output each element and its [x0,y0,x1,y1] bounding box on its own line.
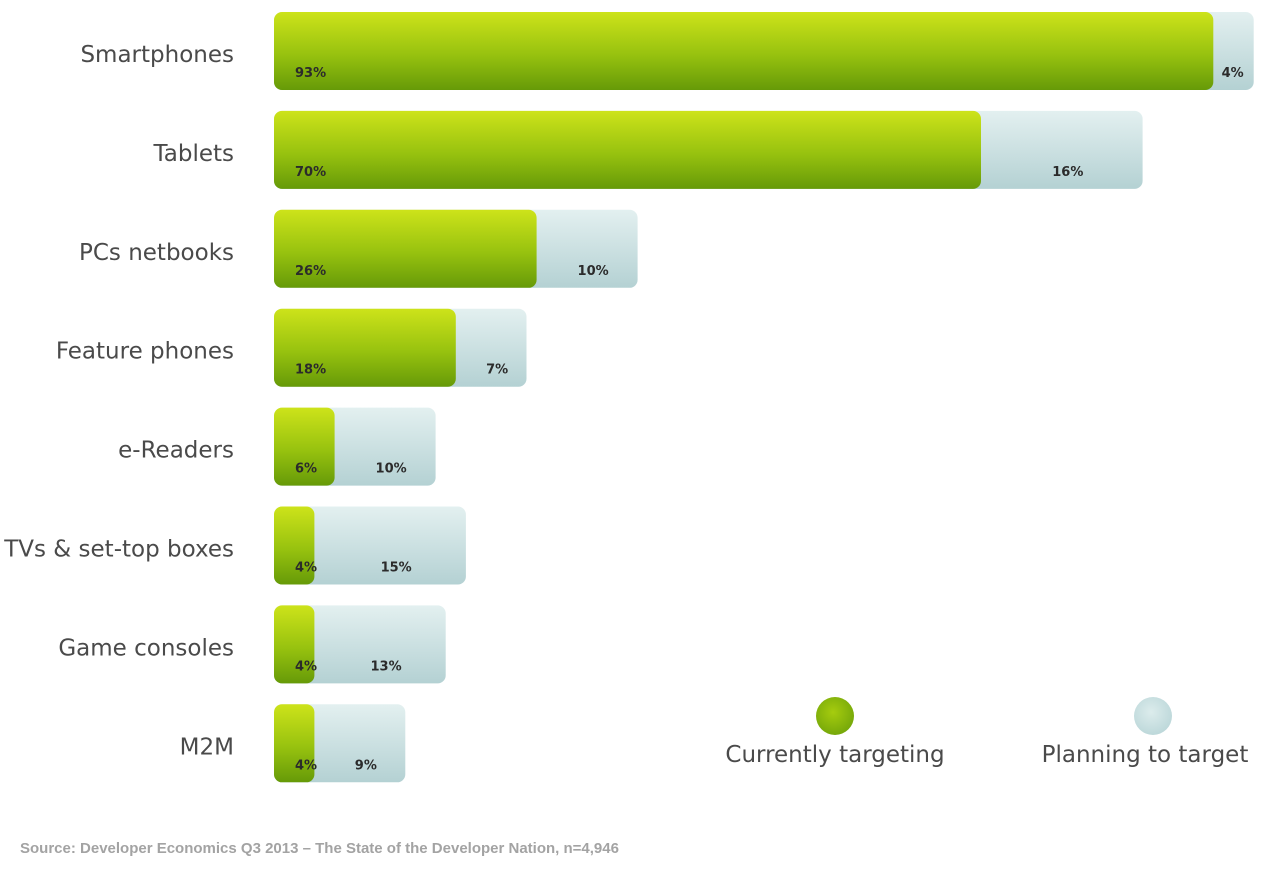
value-label-current-tablets: 70% [295,165,326,180]
value-label-planned-pcs-netbooks: 10% [578,264,609,279]
value-label-planned-smartphones: 4% [1222,66,1244,81]
legend-swatch-currently-targeting [816,697,854,735]
value-label-planned-feature-phones: 7% [486,363,508,378]
value-label-current-feature-phones: 18% [295,363,326,378]
bar-current-game-consoles [274,605,315,684]
bar-row-game-consoles: Game consoles 4% 13% [58,605,446,684]
category-label-pcs-netbooks: PCs netbooks [79,240,234,266]
bar-current-m2m [274,704,315,783]
legend-label-currently-targeting: Currently targeting [725,742,944,768]
bar-row-tablets: Tablets 70% 16% [153,110,1143,189]
value-label-planned-game-consoles: 13% [370,659,401,674]
bar-row-m2m: M2M 4% 9% [180,704,406,783]
category-label-game-consoles: Game consoles [58,635,234,661]
value-label-planned-tablets: 16% [1052,165,1083,180]
bar-current-tvs-and-set-top-boxes [274,506,315,585]
legend-swatch-planning-to-target [1134,697,1172,735]
legend-label-planning-to-target: Planning to target [1042,742,1249,768]
value-label-planned-e-readers: 10% [376,462,407,477]
category-label-tablets: Tablets [153,141,234,167]
legend: Currently targeting Planning to target [725,697,1248,768]
bar-current-pcs-netbooks [274,209,537,288]
bar-current-smartphones [274,12,1214,90]
value-label-current-pcs-netbooks: 26% [295,264,326,279]
category-label-m2m: M2M [180,734,234,760]
bar-current-e-readers [274,407,335,486]
bar-row-smartphones: Smartphones 93% 4% [80,12,1254,90]
category-label-e-readers: e-Readers [118,438,234,464]
category-label-feature-phones: Feature phones [56,339,234,365]
category-label-smartphones: Smartphones [80,42,234,68]
bar-row-tvs-and-set-top-boxes: TVs & set-top boxes 4% 15% [3,506,466,585]
value-label-current-m2m: 4% [295,758,317,773]
value-label-planned-m2m: 9% [355,758,377,773]
bar-row-pcs-netbooks: PCs netbooks 26% 10% [79,209,638,288]
bar-row-e-readers: e-Readers 6% 10% [118,407,436,486]
bar-row-feature-phones: Feature phones 18% 7% [56,308,527,387]
bars-layer: Smartphones 93% 4% Tablets 70% 16% PCs netbook… [3,12,1254,783]
bar-planned-game-consoles [274,605,446,684]
bar-current-feature-phones [274,308,456,387]
value-label-current-game-consoles: 4% [295,659,317,674]
value-label-planned-tvs-and-set-top-boxes: 15% [381,561,412,576]
source-note: Source: Developer Economics Q3 2013 – Th… [20,840,619,857]
value-label-current-tvs-and-set-top-boxes: 4% [295,561,317,576]
bar-planned-tvs-and-set-top-boxes [274,506,466,585]
value-label-current-e-readers: 6% [295,462,317,477]
bar-current-tablets [274,110,981,189]
value-label-current-smartphones: 93% [295,66,326,81]
category-label-tvs-and-set-top-boxes: TVs & set-top boxes [3,537,234,563]
